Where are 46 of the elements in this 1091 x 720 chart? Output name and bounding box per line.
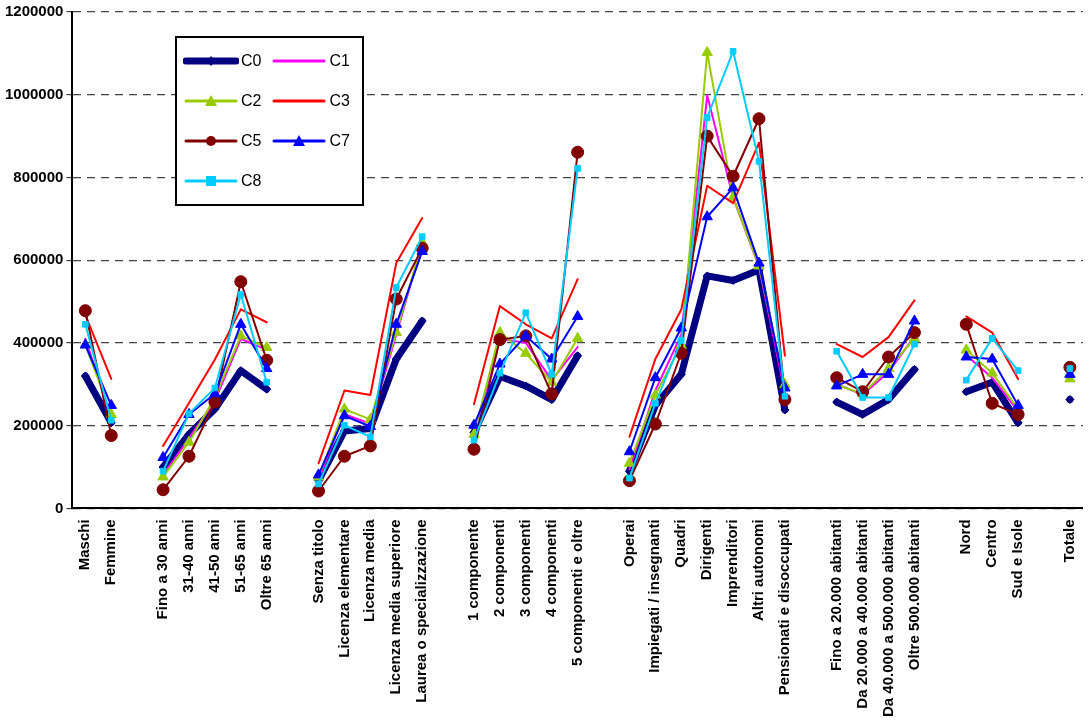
x-tick-label: Impiegati / insegnanti (645, 519, 663, 673)
x-tick-label: 4 componenti (541, 519, 559, 617)
x-tick-label: Imprenditori (723, 519, 741, 607)
x-tick-label: Maschi (75, 519, 93, 571)
legend-label: C1 (329, 52, 350, 70)
x-tick-label: Licenza media superiore (386, 519, 404, 695)
x-tick-label: Oltre 65 anni (256, 519, 274, 611)
x-tick-label: Totale (1060, 519, 1078, 563)
x-tick-label: Nord (956, 519, 974, 555)
legend-label: C3 (329, 92, 350, 110)
x-tick-label: Oltre 500.000 abitanti (904, 519, 922, 671)
legend-label: C8 (241, 172, 262, 190)
x-tick-label: 1 componente (464, 519, 482, 622)
legend-label: C0 (241, 52, 262, 70)
x-tick-label: Laurea o specializzazione (412, 519, 430, 703)
x-tick-label: Licenza media (360, 518, 378, 622)
x-tick-label: 5 componenti e oltre (567, 519, 585, 667)
x-tick-label: Da 20.000 a 40.000 abitanti (852, 519, 870, 709)
x-tick-label: 31-40 anni (179, 519, 197, 593)
x-tick-label: Da 40.000 a 500.000 abitanti (878, 519, 896, 717)
y-tick-label: 800000 (13, 167, 64, 185)
x-tick-label: Fino a 20.000 abitanti (826, 519, 844, 672)
x-tick-label: Fino a 30 anni (153, 519, 171, 620)
x-tick-label: Altri autonomi (749, 519, 767, 622)
y-tick-label: 400000 (13, 333, 64, 351)
x-tick-label: 2 componenti (490, 519, 508, 617)
y-tick-label: 1200000 (4, 2, 64, 20)
y-tick-label: 200000 (13, 415, 64, 433)
x-tick-label: Licenza elementare (334, 519, 352, 658)
x-tick-label: 51-65 anni (230, 519, 248, 593)
y-tick-label: 0 (55, 498, 64, 516)
legend-label: C2 (241, 92, 262, 110)
x-tick-label: Operai (619, 519, 637, 567)
x-tick-label: Pensionati e disoccupati (775, 519, 793, 696)
x-tick-label: Senza titolo (308, 519, 326, 604)
x-tick-label: 3 componenti (515, 519, 533, 617)
x-tick-label: Centro (982, 519, 1000, 568)
y-tick-label: 1000000 (4, 84, 64, 102)
x-tick-label: Dirigenti (697, 519, 715, 581)
x-tick-label: 41-50 anni (205, 519, 223, 593)
x-tick-label: Quadri (671, 519, 689, 568)
legend-label: C5 (241, 132, 262, 150)
legend-label: C7 (329, 132, 350, 150)
x-tick-label: Femmine (101, 519, 119, 586)
y-tick-label: 600000 (13, 250, 64, 268)
x-tick-label: Sud e Isole (1008, 519, 1026, 599)
